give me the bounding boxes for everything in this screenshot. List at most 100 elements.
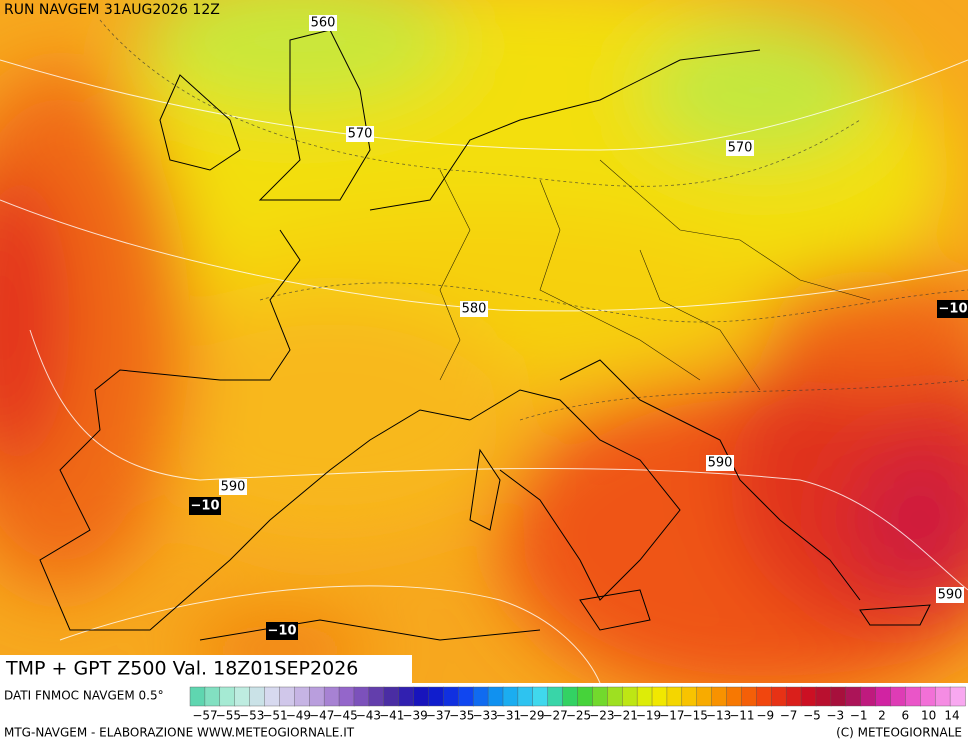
color-swatch (562, 686, 579, 707)
color-swatch (651, 686, 668, 707)
contour-label-bg (726, 140, 754, 156)
color-swatch (860, 686, 877, 707)
color-swatch (622, 686, 638, 707)
color-swatch (532, 686, 549, 707)
temperature-label: −10 (939, 302, 968, 317)
color-swatch (890, 686, 907, 707)
legend-label: −53 (239, 709, 264, 723)
color-swatch (800, 686, 817, 707)
legend-label: −35 (449, 709, 474, 723)
temperature-label-bg (937, 300, 968, 318)
color-swatch (309, 686, 325, 707)
legend-label: −41 (379, 709, 404, 723)
contour-label-bg (460, 301, 488, 317)
contour-label-bg (706, 455, 734, 471)
temperature-label: −10 (191, 499, 220, 514)
color-swatch (726, 686, 743, 707)
color-swatch (204, 686, 221, 707)
legend-label: −25 (566, 709, 591, 723)
contour-label-bg (309, 15, 337, 31)
color-swatch (681, 686, 698, 707)
color-swatch (219, 686, 236, 707)
legend-label: −7 (780, 709, 798, 723)
legend-label: −43 (356, 709, 381, 723)
legend-label: −13 (706, 709, 731, 723)
color-swatch (189, 686, 206, 707)
color-bar: −57−55−53−51−49−47−45−43−41−39−37−35−33−… (189, 686, 966, 723)
legend-label: −3 (826, 709, 844, 723)
legend-label: −21 (613, 709, 638, 723)
legend-label: −9 (756, 709, 774, 723)
contour-label-bg (936, 587, 964, 603)
legend-label: 10 (921, 709, 936, 723)
contour-label: 580 (462, 302, 487, 317)
legend-label: −27 (542, 709, 567, 723)
run-header: RUN NAVGEM 31AUG2026 12Z (4, 2, 220, 18)
color-swatch (323, 686, 340, 707)
color-swatch (592, 686, 609, 707)
legend-label: −29 (519, 709, 544, 723)
legend-label: −1 (850, 709, 868, 723)
color-swatch (711, 686, 728, 707)
color-swatch (487, 686, 504, 707)
color-swatch (920, 686, 936, 707)
height-contours (0, 59, 968, 683)
legend-label: −57 (192, 709, 217, 723)
coastlines (39, 29, 931, 641)
color-swatch (353, 686, 370, 707)
color-swatch (785, 686, 802, 707)
contour-label: 590 (938, 588, 963, 603)
color-swatch (756, 686, 772, 707)
color-swatch (636, 686, 653, 707)
legend-label: 6 (901, 709, 909, 723)
color-swatch (502, 686, 519, 707)
legend-label: 14 (944, 709, 959, 723)
color-swatch (905, 686, 921, 707)
legend-label: −23 (589, 709, 614, 723)
contour-label: 570 (728, 141, 753, 156)
map-title: TMP + GPT Z500 Val. 18Z01SEP2026 (5, 658, 358, 680)
legend-label: −33 (472, 709, 497, 723)
color-swatch (815, 686, 832, 707)
color-swatch (294, 686, 310, 707)
legend-label: 2 (878, 709, 886, 723)
color-swatch (264, 686, 281, 707)
footer-right: (C) METEOGIORNALE (836, 726, 962, 740)
color-swatch (249, 686, 266, 707)
color-swatch (517, 686, 534, 707)
legend-label: −17 (659, 709, 684, 723)
color-swatch (413, 686, 430, 707)
color-swatch (458, 686, 474, 707)
color-swatch (472, 686, 489, 707)
color-swatch (741, 686, 758, 707)
contour-label-bg (219, 479, 247, 495)
contour-label-bg (346, 126, 374, 142)
color-swatch (338, 686, 355, 707)
legend-label: −39 (402, 709, 427, 723)
color-swatch (428, 686, 445, 707)
temperature-label-bg (266, 622, 298, 640)
legend-label: −31 (496, 709, 521, 723)
legend-label: −49 (286, 709, 311, 723)
borders (439, 159, 871, 391)
color-swatch (934, 686, 951, 707)
legend-label: −47 (309, 709, 334, 723)
temperature-label-bg (189, 497, 221, 515)
footer-left: MTG-NAVGEM - ELABORAZIONE WWW.METEOGIORN… (4, 726, 355, 740)
title-box (0, 655, 412, 683)
contour-label: 560 (311, 16, 336, 31)
color-swatch (666, 686, 683, 707)
temperature-label: −10 (268, 624, 297, 639)
legend-source: DATI FNMOC NAVGEM 0.5° (4, 689, 164, 703)
color-swatch (830, 686, 847, 707)
color-swatch (696, 686, 713, 707)
map-field (0, 0, 968, 683)
legend-label: −19 (636, 709, 661, 723)
contour-label: 590 (708, 456, 733, 471)
color-swatch (234, 686, 251, 707)
legend-label: −15 (683, 709, 708, 723)
legend-label: −11 (729, 709, 754, 723)
legend-label: −37 (426, 709, 451, 723)
legend-label: −5 (803, 709, 821, 723)
